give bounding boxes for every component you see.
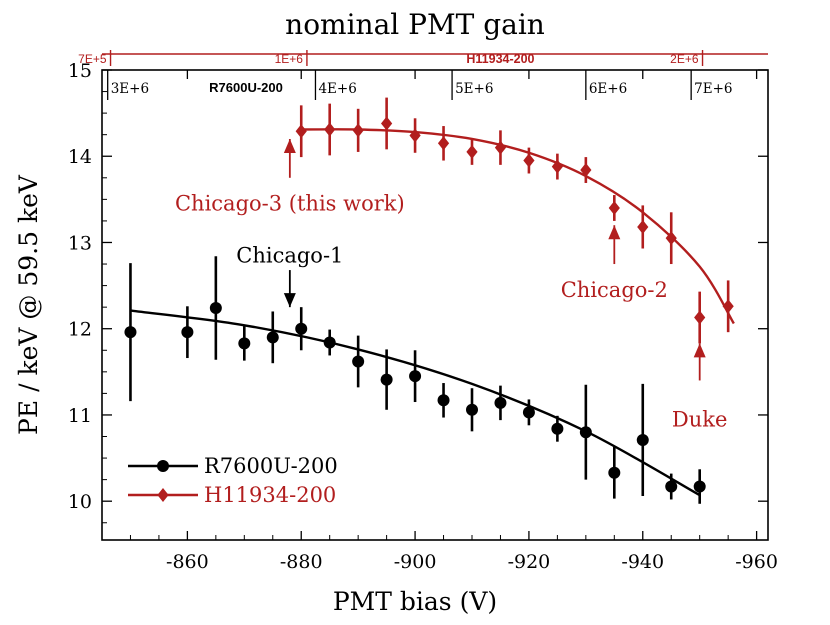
top-axis-red-tick-label: 2E+6 bbox=[670, 52, 699, 66]
annotation-arrow-head bbox=[283, 293, 296, 308]
data-point-r7600u bbox=[522, 406, 535, 419]
data-point-h11934 bbox=[466, 144, 478, 159]
chart-title: nominal PMT gain bbox=[285, 8, 545, 41]
annotation-label: Duke bbox=[672, 407, 728, 431]
y-tick-label: 12 bbox=[68, 319, 92, 341]
data-point-h11934 bbox=[580, 163, 592, 178]
x-tick-label: -880 bbox=[280, 551, 323, 573]
annotation-arrow-head bbox=[283, 138, 296, 153]
x-tick-label: -960 bbox=[735, 551, 778, 573]
x-axis-label: PMT bias (V) bbox=[333, 587, 497, 616]
data-point-h11934 bbox=[523, 153, 535, 168]
data-point-r7600u bbox=[409, 370, 422, 383]
top-axis-red-label: H11934-200 bbox=[466, 52, 534, 66]
annotation-label: Chicago-3 (this work) bbox=[175, 192, 405, 216]
y-tick-label: 11 bbox=[68, 405, 92, 427]
annotation-arrow-head bbox=[608, 225, 621, 240]
data-point-h11934 bbox=[324, 122, 336, 137]
y-tick-label: 14 bbox=[68, 146, 92, 168]
data-point-h11934 bbox=[608, 200, 620, 215]
data-point-h11934 bbox=[494, 140, 507, 155]
data-point-r7600u bbox=[266, 331, 279, 344]
data-point-h11934 bbox=[437, 136, 450, 151]
top-axis-black-label: R7600U-200 bbox=[209, 80, 283, 95]
fit-curve-h11934 bbox=[301, 128, 735, 325]
y-tick-label: 15 bbox=[68, 60, 92, 82]
annotation-arrow-head bbox=[693, 343, 706, 358]
data-point-r7600u bbox=[181, 326, 194, 339]
x-tick-label: -940 bbox=[621, 551, 664, 573]
data-point-h11934 bbox=[694, 310, 706, 325]
data-point-r7600u bbox=[352, 355, 365, 368]
fit-curve-r7600u bbox=[130, 309, 701, 497]
data-point-h11934 bbox=[295, 124, 307, 139]
legend-marker-h11934 bbox=[157, 488, 169, 502]
data-point-r7600u bbox=[608, 466, 621, 479]
x-tick-label: -920 bbox=[508, 551, 551, 573]
data-point-r7600u bbox=[124, 326, 137, 339]
data-point-h11934 bbox=[352, 123, 364, 138]
data-point-r7600u bbox=[551, 422, 564, 435]
y-tick-label: 10 bbox=[68, 491, 92, 513]
data-point-r7600u bbox=[238, 337, 251, 350]
y-tick-label: 13 bbox=[68, 232, 92, 254]
data-point-r7600u bbox=[295, 322, 308, 335]
data-point-r7600u bbox=[209, 302, 222, 315]
data-point-r7600u bbox=[323, 336, 336, 349]
legend-label-r7600u: R7600U-200 bbox=[204, 454, 338, 478]
data-point-r7600u bbox=[665, 480, 678, 493]
x-tick-label: -860 bbox=[166, 551, 209, 573]
data-point-h11934 bbox=[637, 219, 649, 234]
data-point-r7600u bbox=[579, 426, 592, 439]
y-axis-label: PE / keV @ 59.5 keV bbox=[14, 174, 43, 435]
data-point-h11934 bbox=[722, 299, 734, 314]
plot-frame bbox=[101, 69, 769, 541]
legend-label-h11934: H11934-200 bbox=[204, 483, 336, 507]
data-point-r7600u bbox=[380, 373, 393, 386]
legend-marker-r7600u bbox=[157, 460, 169, 472]
x-tick-label: -900 bbox=[394, 551, 437, 573]
data-point-r7600u bbox=[636, 433, 649, 446]
annotation-label: Chicago-2 bbox=[561, 278, 668, 302]
data-point-r7600u bbox=[693, 480, 706, 493]
data-point-r7600u bbox=[466, 403, 478, 416]
data-point-h11934 bbox=[551, 159, 563, 174]
data-point-r7600u bbox=[494, 396, 507, 409]
top-axis-black-tick-label: 5E+6 bbox=[455, 81, 493, 97]
annotation-label: Chicago-1 bbox=[236, 243, 343, 267]
data-point-r7600u bbox=[437, 394, 450, 407]
data-point-h11934 bbox=[665, 231, 677, 246]
top-axis-black-tick-label: 4E+6 bbox=[318, 81, 356, 97]
top-axis-black-tick-label: 6E+6 bbox=[589, 81, 627, 97]
top-axis-red-tick-label: 1E+6 bbox=[275, 52, 304, 66]
data-point-h11934 bbox=[409, 128, 421, 143]
data-point-h11934 bbox=[381, 116, 393, 131]
top-axis-black-tick-label: 3E+6 bbox=[111, 81, 149, 97]
top-axis-black-tick-label: 7E+6 bbox=[694, 81, 732, 97]
top-axis-red-tick-label: 7E+5 bbox=[78, 52, 107, 66]
